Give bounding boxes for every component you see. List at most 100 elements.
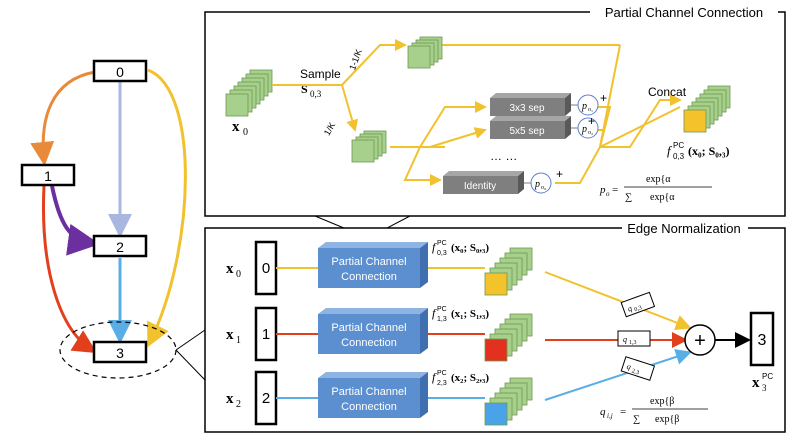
svg-text:(x₀; S₀,₃): (x₀; S₀,₃) <box>451 242 489 254</box>
svg-text:(x₁; S₁,₃): (x₁; S₁,₃) <box>451 308 489 320</box>
top-output-label: f PC 0,3 (x₀; S₀,₃) <box>667 141 729 161</box>
svg-text:o₉: o₉ <box>541 185 546 191</box>
op-3x3-sep: 3x3 sep <box>490 93 571 116</box>
svg-text:Partial Channel: Partial Channel <box>331 322 406 334</box>
svg-text:=: = <box>612 184 618 196</box>
svg-text:Connection: Connection <box>341 401 397 413</box>
row-x-label: x <box>226 327 234 343</box>
bypass-feature-stack <box>407 36 443 69</box>
row-feature-stack <box>484 377 533 426</box>
bottom-panel-title: Edge Normalization <box>627 221 740 236</box>
concat-label: Concat <box>648 85 687 99</box>
svg-text:Connection: Connection <box>341 337 397 349</box>
top-panel: Partial Channel Connection x 0 Sample S … <box>204 4 786 217</box>
row-x-label: x <box>226 261 234 277</box>
sum-node: + <box>684 324 716 356</box>
svg-text:(x₂; S₂,₃): (x₂; S₂,₃) <box>451 372 489 384</box>
svg-text:2,3: 2,3 <box>631 368 640 376</box>
input-x-sub: 0 <box>243 127 248 138</box>
svg-text:q: q <box>600 406 606 418</box>
p-circle-1: p o₁ <box>571 94 599 116</box>
edge-0-1 <box>30 70 96 166</box>
output-node-3: 3 <box>749 311 775 367</box>
svg-text:2,3: 2,3 <box>437 380 447 387</box>
row-x-label: x <box>226 391 234 407</box>
input-x-label: x <box>232 119 240 135</box>
svg-text:PC: PC <box>437 370 447 377</box>
left-graph: 0 1 2 3 <box>20 59 187 379</box>
node-3: 3 <box>92 340 148 364</box>
svg-text:3: 3 <box>758 332 767 349</box>
node-0: 0 <box>92 59 148 83</box>
row-node-label: 0 <box>262 260 270 277</box>
svg-text:3: 3 <box>762 383 767 393</box>
q-box-2-3: q2,3 <box>620 356 656 381</box>
svg-text:PC: PC <box>437 306 447 313</box>
svg-text:p: p <box>599 184 606 196</box>
output-feature-stack <box>683 85 731 133</box>
op-3x3-sep-label: 3x3 sep <box>509 103 544 114</box>
output-x3-label: x 3 PC <box>752 372 773 393</box>
edge-1-3 <box>42 185 98 354</box>
svg-text:exp{α: exp{α <box>650 192 675 203</box>
p-circle-2: p o₂ <box>571 117 599 139</box>
row-x-sub: 0 <box>236 269 241 280</box>
svg-text:PC: PC <box>673 141 684 150</box>
edge-0-3 <box>147 68 187 348</box>
bottom-panel: Edge Normalization x 0 0 Partial ChannelCon… <box>204 220 786 433</box>
svg-text:0,3: 0,3 <box>437 250 447 257</box>
plus-3: + <box>556 167 563 181</box>
svg-text:f: f <box>432 306 437 320</box>
row-node-label: 1 <box>262 326 270 343</box>
node-0-label: 0 <box>116 64 124 80</box>
p-formula: p o = exp{α ∑ exp{α <box>599 174 712 203</box>
sample-math: S <box>301 82 308 96</box>
pcc-box <box>318 314 420 354</box>
plus-1: + <box>600 91 607 105</box>
svg-text:o: o <box>606 190 610 198</box>
svg-text:f: f <box>667 143 673 158</box>
plus-2: + <box>588 114 595 128</box>
edge-1-2 <box>50 185 100 256</box>
svg-text:0,3: 0,3 <box>634 305 643 313</box>
row-feature-stack <box>484 247 533 296</box>
node-3-label: 3 <box>116 345 124 361</box>
svg-text:p: p <box>534 179 540 190</box>
row-x-sub: 2 <box>236 399 241 410</box>
svg-text:exp{α: exp{α <box>646 174 671 185</box>
row-x-sub: 1 <box>236 335 241 346</box>
svg-text:PC: PC <box>762 372 773 381</box>
sample-label: Sample <box>300 67 341 81</box>
svg-text:o₂: o₂ <box>588 130 593 136</box>
svg-text:q: q <box>626 362 633 372</box>
node-1-label: 1 <box>44 168 52 184</box>
q-formula: q i,j = exp{β ∑ exp{β <box>600 396 708 425</box>
svg-text:i,j: i,j <box>607 412 613 420</box>
svg-text:Partial Channel: Partial Channel <box>331 386 406 398</box>
input-stack <box>225 69 273 117</box>
svg-text:p: p <box>581 101 587 112</box>
op-identity-label: Identity <box>464 181 496 192</box>
node-1: 1 <box>20 163 76 187</box>
svg-text:=: = <box>620 406 626 418</box>
svg-text:o₁: o₁ <box>588 107 593 113</box>
svg-text:1,3: 1,3 <box>629 340 637 346</box>
input-feature-stack <box>225 69 273 117</box>
op-5x5-sep: 5x5 sep <box>490 116 571 139</box>
top-panel-title: Partial Channel Connection <box>605 5 763 20</box>
row-node-label: 2 <box>262 390 270 407</box>
op-5x5-sep-label: 5x5 sep <box>509 126 544 137</box>
svg-text:∑: ∑ <box>625 192 632 203</box>
svg-text:0,3: 0,3 <box>673 152 685 161</box>
svg-text:x: x <box>752 375 760 391</box>
svg-text:f: f <box>432 240 437 254</box>
node-2: 2 <box>92 234 148 258</box>
svg-text:q: q <box>626 304 633 314</box>
pcc-box <box>318 248 420 288</box>
pcc-box <box>318 378 420 418</box>
svg-text:f: f <box>432 370 437 384</box>
